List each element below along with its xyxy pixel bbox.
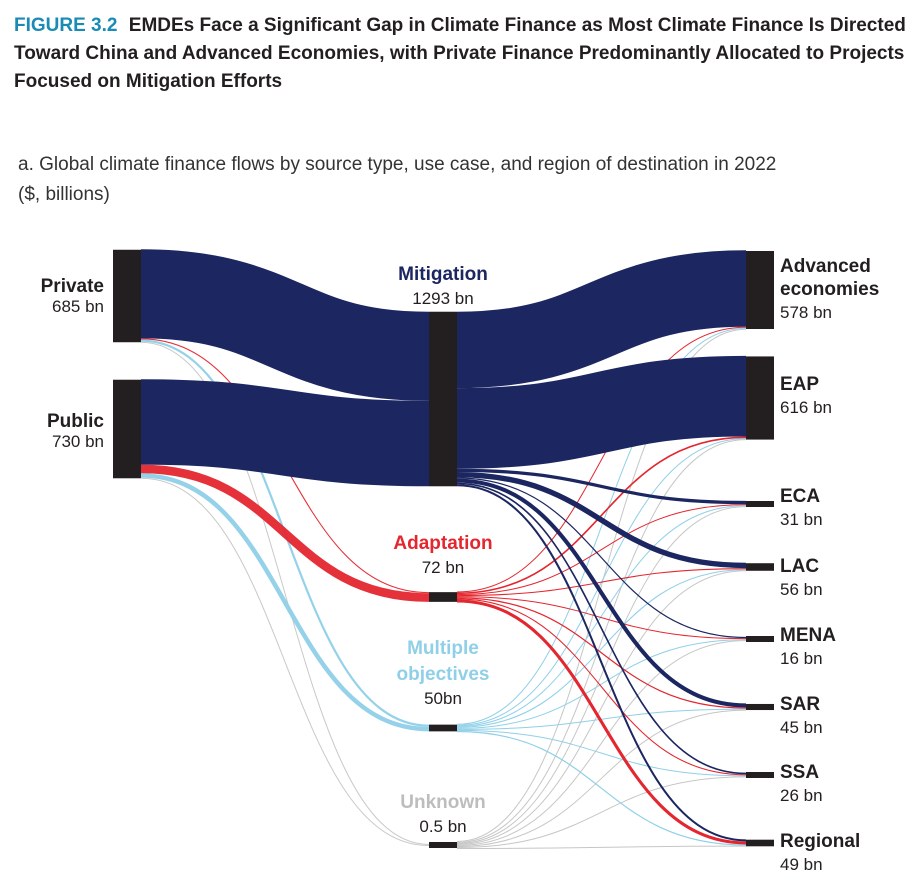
use-label-mitigation: Mitigation [398,264,488,285]
figure-number: FIGURE 3.2 [14,15,118,36]
flow-multiple-to-ssa [456,729,747,777]
region-value-adv: 578 bn [780,303,832,322]
flow-adaptation-to-ssa [456,598,747,776]
source-value-private: 685 bn [52,297,104,316]
flow-public-to-adaptation [140,464,430,602]
panel-unit: ($, billions) [18,184,110,205]
flow-unknown-to-ssa [456,776,747,848]
region-label-eca: ECA [780,486,820,507]
flow-multiple-to-regional [456,730,747,846]
figure-title: EMDEs Face a Significant Gap in Climate … [14,15,906,92]
flow-adaptation-to-adv [456,326,747,593]
flow-multiple-to-adv [456,327,747,725]
region-node-lac [746,563,774,571]
use-label-adaptation: Adaptation [393,533,492,554]
panel-title: a. Global climate finance flows by sourc… [18,154,777,175]
region-label-lac: LAC [780,556,819,577]
flow-private-to-unknown [140,341,430,845]
region-value-regional: 49 bn [780,855,823,874]
use-node-mitigation [429,311,457,487]
region-value-mena: 16 bn [780,649,823,668]
flow-unknown-to-mena [456,640,747,846]
region-value-eca: 31 bn [780,510,823,529]
use-label-unknown: Unknown [400,792,486,813]
flow-public-to-unknown [140,477,430,846]
source-label-public: Public [47,411,104,432]
flow-unknown-to-eap [456,439,747,843]
use-value-adaptation: 72 bn [422,558,465,577]
source-node-public [113,379,141,479]
source-value-public: 730 bn [52,432,104,451]
region-label-adv: economies [780,279,879,300]
flow-adaptation-to-mena [456,596,747,640]
use-node-unknown [429,842,457,848]
region-value-sar: 45 bn [780,718,823,737]
flow-mitigation-to-ssa [456,482,747,775]
use-value-multiple: 50bn [424,689,462,708]
region-label-ssa: SSA [780,762,819,783]
links-layer [140,249,747,849]
flow-mitigation-to-sar [456,478,747,708]
region-label-regional: Regional [780,831,860,852]
flow-unknown-to-regional [456,845,747,849]
region-node-eap [746,356,774,440]
use-value-unknown: 0.5 bn [419,817,466,836]
nodes-layer [113,249,774,848]
region-label-adv: Advanced [780,256,871,277]
use-node-adaptation [429,592,457,602]
region-value-ssa: 26 bn [780,786,823,805]
flow-mitigation-to-regional [456,484,747,842]
region-node-ssa [746,772,774,778]
flow-unknown-to-lac [456,570,747,845]
flow-public-to-multiple [140,473,430,732]
flow-adaptation-to-lac [456,568,747,597]
flow-adaptation-to-sar [456,597,747,709]
use-label-multiple: objectives [397,664,490,685]
source-label-private: Private [41,276,104,297]
use-value-mitigation: 1293 bn [412,289,473,308]
flow-adaptation-to-eca [456,504,747,596]
region-node-sar [746,703,774,711]
use-label-multiple: Multiple [407,638,479,659]
flow-multiple-to-eca [456,505,747,727]
flow-multiple-to-mena [456,639,747,729]
flow-mitigation-to-eca [456,468,747,505]
region-label-eap: EAP [780,374,819,395]
region-label-mena: MENA [780,625,836,646]
region-node-mena [746,636,774,642]
region-node-adv [746,250,774,330]
flow-mitigation-to-eap [456,355,747,469]
flow-unknown-to-eca [456,506,747,844]
source-node-private [113,249,141,343]
flow-multiple-to-lac [456,569,747,728]
region-value-eap: 616 bn [780,398,832,417]
flow-adaptation-to-eap [456,436,747,595]
use-node-multiple [429,724,457,732]
region-node-regional [746,839,774,847]
region-node-eca [746,501,774,507]
flow-mitigation-to-lac [456,471,747,569]
flow-mitigation-to-mena [456,477,747,639]
flow-private-to-mitigation [140,249,430,401]
region-value-lac: 56 bn [780,580,823,599]
flow-unknown-to-sar [456,709,747,847]
flow-public-to-mitigation [140,379,430,487]
figure-heading: FIGURE 3.2 EMDEs Face a Significant Gap … [14,12,914,96]
panel-title-block: a. Global climate finance flows by sourc… [18,150,918,210]
region-label-sar: SAR [780,694,820,715]
flow-adaptation-to-regional [456,599,747,845]
flow-mitigation-to-adv [456,250,747,389]
